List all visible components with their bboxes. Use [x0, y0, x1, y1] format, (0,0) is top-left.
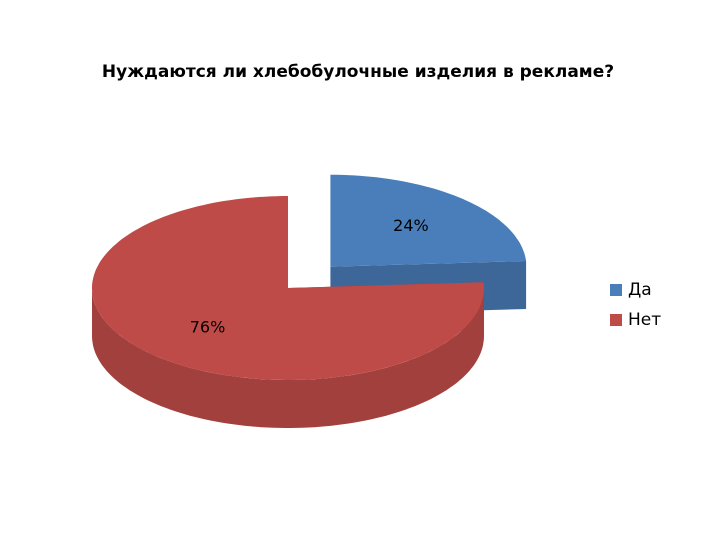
chart-title: Нуждаются ли хлебобулочные изделия в рек…	[102, 62, 614, 82]
legend-label: Да	[628, 280, 652, 300]
slice-rim	[92, 288, 484, 428]
legend-swatch	[610, 314, 622, 326]
slice	[92, 196, 484, 380]
legend-swatch	[610, 284, 622, 296]
legend-label: Нет	[628, 310, 661, 330]
data-label: 24%	[393, 216, 429, 235]
data-label: 76%	[190, 318, 226, 337]
slice	[330, 174, 527, 267]
